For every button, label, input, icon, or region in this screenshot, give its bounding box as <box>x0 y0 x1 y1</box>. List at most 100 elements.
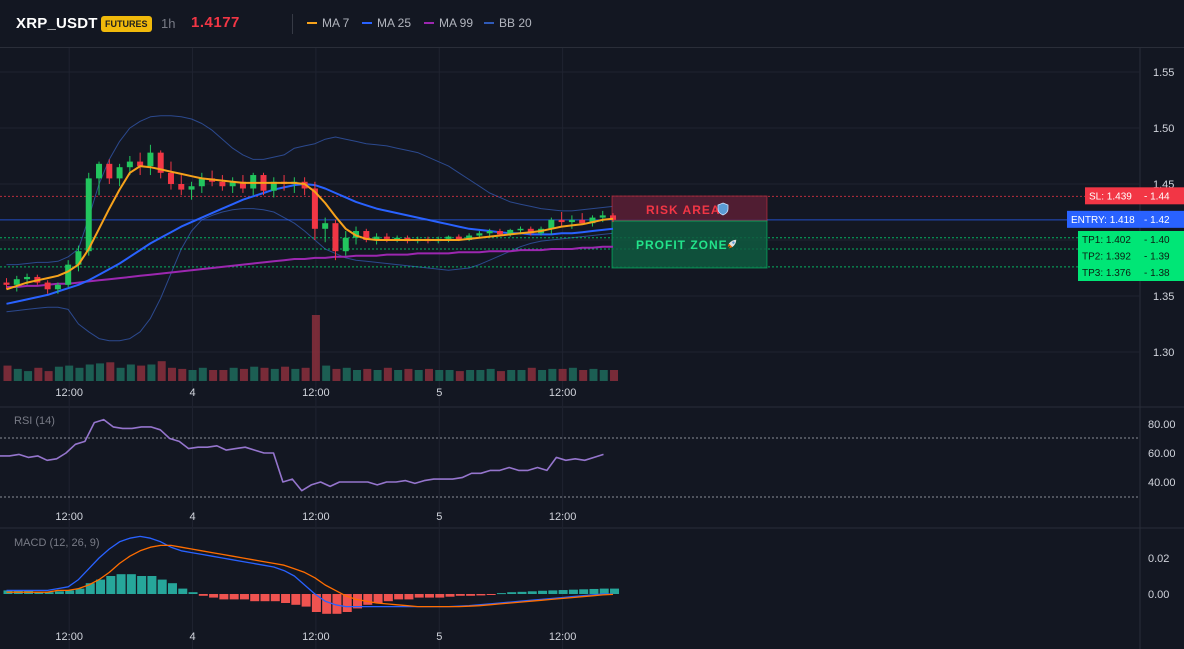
candle-body <box>466 235 473 240</box>
macd-hist-bar <box>579 589 589 594</box>
volume-bar <box>147 364 156 381</box>
macd-hist-bar <box>291 594 301 605</box>
legend-bb20[interactable]: BB 20 <box>484 16 532 30</box>
shield-icon <box>717 202 729 216</box>
legend-ma7-label: MA 7 <box>322 16 350 30</box>
candle-body <box>548 219 555 229</box>
candle-body <box>373 236 380 240</box>
macd-hist-bar <box>383 594 393 602</box>
level-tag-bg-tp1 <box>1078 231 1140 248</box>
level-tag-bg-tp3 <box>1078 264 1140 281</box>
price-tick-label: 1.35 <box>1153 291 1174 303</box>
legend-ma99-label: MA 99 <box>439 16 474 30</box>
ma25-line <box>6 183 614 305</box>
macd-hist-bar <box>209 594 219 598</box>
candle-body <box>239 181 246 189</box>
volume-bar <box>126 364 135 381</box>
volume-bar <box>538 370 547 381</box>
time-tick-label: 4 <box>189 631 195 643</box>
time-tick-label: 12:00 <box>302 511 330 523</box>
macd-hist-bar <box>589 588 599 594</box>
time-tick-label: 12:00 <box>55 511 83 523</box>
candle-body <box>610 215 617 220</box>
volume-bar <box>301 367 310 381</box>
volume-bar <box>589 368 598 381</box>
candle-body <box>198 178 205 187</box>
interval-selector[interactable]: 1h <box>161 16 176 31</box>
legend-ma7-swatch <box>307 21 317 24</box>
macd-hist-bar <box>496 593 506 595</box>
candle-body <box>496 231 503 235</box>
legend-ma7[interactable]: MA 7 <box>307 16 349 30</box>
macd-hist-bar <box>167 583 177 594</box>
legend-ma99[interactable]: MA 99 <box>424 16 473 30</box>
candle-body <box>507 229 514 235</box>
candle-body <box>599 215 606 218</box>
legend-ma25[interactable]: MA 25 <box>362 16 411 30</box>
candle-body <box>517 228 524 231</box>
volume-bar <box>466 370 475 381</box>
volume-bar <box>85 364 94 381</box>
ma99-polyline <box>6 245 614 288</box>
price-tick-label: 1.55 <box>1153 67 1174 79</box>
level-tag-text-tp2: TP2: 1.392 <box>1082 252 1131 263</box>
time-tick-label: 12:00 <box>549 511 577 523</box>
volume-bar <box>24 371 33 381</box>
level-axis-bg-tp3 <box>1140 264 1184 281</box>
candle-body <box>65 264 72 285</box>
volume-bar <box>291 368 300 381</box>
volume-bar <box>34 367 43 381</box>
volume-bar <box>260 367 269 381</box>
ma7-polyline <box>6 165 614 291</box>
candle-body <box>13 279 20 285</box>
volume-bar <box>599 370 608 381</box>
macd-hist-bar <box>527 591 537 594</box>
volume-bar <box>239 368 248 381</box>
symbol-title[interactable]: XRP_USDT <box>16 15 98 32</box>
candle-body <box>178 184 185 190</box>
time-tick-label: 12:00 <box>55 631 83 643</box>
macd-hist-bar <box>455 594 465 596</box>
volume-bar <box>311 315 320 381</box>
candle-body <box>75 251 82 265</box>
volume-bar <box>65 365 74 381</box>
volume-bar <box>496 371 505 381</box>
time-tick-label: 12:00 <box>302 387 330 399</box>
volume-bar <box>270 368 279 381</box>
macd-hist-bar <box>311 594 321 612</box>
level-axis-text-tp1: - 1.40 <box>1144 235 1170 246</box>
macd-hist-bar <box>404 594 414 600</box>
legend-ma25-label: MA 25 <box>377 16 412 30</box>
risk-area-box <box>611 195 768 222</box>
macd-line <box>6 535 614 608</box>
macd-signal-line <box>6 544 614 608</box>
volume-bar <box>250 366 259 381</box>
macd-hist-bar <box>44 592 54 594</box>
bollinger-bands <box>6 115 614 342</box>
time-tick-label: 5 <box>436 631 442 643</box>
volume-bar <box>116 367 125 381</box>
macd-hist-bar <box>250 594 260 602</box>
macd-hist-bar <box>188 592 198 594</box>
time-tick-label: 12:00 <box>55 387 83 399</box>
volume-bar <box>44 371 53 381</box>
volume-bar <box>198 367 207 381</box>
candle-body <box>147 152 154 167</box>
level-tags: SL: 1.439 - 1.44 ENTRY: 1.418 - 1.42 TP1: 1.… <box>1067 187 1184 281</box>
price-axes: 1.301.351.401.451.501.5512:00412:00512:0… <box>55 67 1174 643</box>
macd-hist-bar <box>260 594 270 602</box>
chart-header: XRP_USDT FUTURES 1h 1.4177 MA 7 MA 25 MA… <box>0 0 1184 48</box>
volume-bar <box>229 367 238 381</box>
candle-body <box>558 219 565 223</box>
candle-body <box>157 152 164 173</box>
risk-area-label: RISK AREA <box>646 203 721 217</box>
futures-badge: FUTURES <box>101 16 152 32</box>
level-axis-bg-tp1 <box>1140 231 1184 248</box>
volume-bar <box>219 370 228 381</box>
candle-body <box>342 237 349 252</box>
macd-hist-bar <box>178 588 188 594</box>
macd-hist-bar <box>486 594 496 595</box>
macd-hist-bar <box>270 594 280 602</box>
macd-hist-bar <box>435 594 445 598</box>
